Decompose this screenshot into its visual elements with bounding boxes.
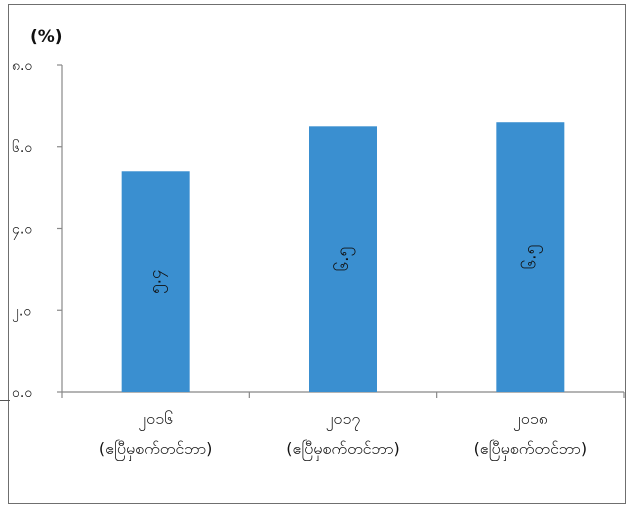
bar bbox=[496, 122, 565, 392]
data-label: ၆.၅ bbox=[519, 245, 543, 270]
y-tick-label: ၆.၀ bbox=[12, 140, 32, 156]
y-tick-label: ၀.၀ bbox=[12, 385, 32, 401]
x-tick-label: ၂၀၁၇ bbox=[326, 409, 361, 431]
data-label: ၆.၅ bbox=[332, 247, 356, 272]
x-tick-label: (ဧပြီမှစက်တင်ဘာ) bbox=[474, 439, 588, 461]
bar bbox=[309, 126, 377, 392]
y-tick-label: ၂.၀ bbox=[12, 303, 31, 321]
x-tick-label: ၂၀၁၆ bbox=[138, 409, 173, 431]
x-tick-labels: ၂၀၁၆ (ဧပြီမှစက်တင်ဘာ) ၂၀၁၇ (ဧပြီမှစက်တင်ဘာ)… bbox=[99, 409, 587, 461]
y-tick-label: ၈.၀ bbox=[12, 58, 32, 74]
x-tick-label: ၂၀၁၈ bbox=[513, 409, 548, 431]
y-tick-labels: ၀.၀ ၂.၀ ၄.၀ ၆.၀ ၈.၀ bbox=[12, 58, 32, 401]
bars bbox=[121, 122, 565, 392]
x-tick-label: (ဧပြီမှစက်တင်ဘာ) bbox=[99, 439, 213, 461]
x-tick-label: (ဧပြီမှစက်တင်ဘာ) bbox=[286, 439, 400, 461]
bar bbox=[121, 171, 190, 392]
y-unit-label: (%) bbox=[30, 27, 63, 47]
scan-edge-mark bbox=[0, 400, 10, 401]
data-label: ၅.၄ bbox=[146, 269, 169, 294]
data-labels: ၅.၄ ၆.၅ ၆.၅ bbox=[146, 245, 544, 294]
y-tick-label: ၄.၀ bbox=[12, 222, 32, 240]
